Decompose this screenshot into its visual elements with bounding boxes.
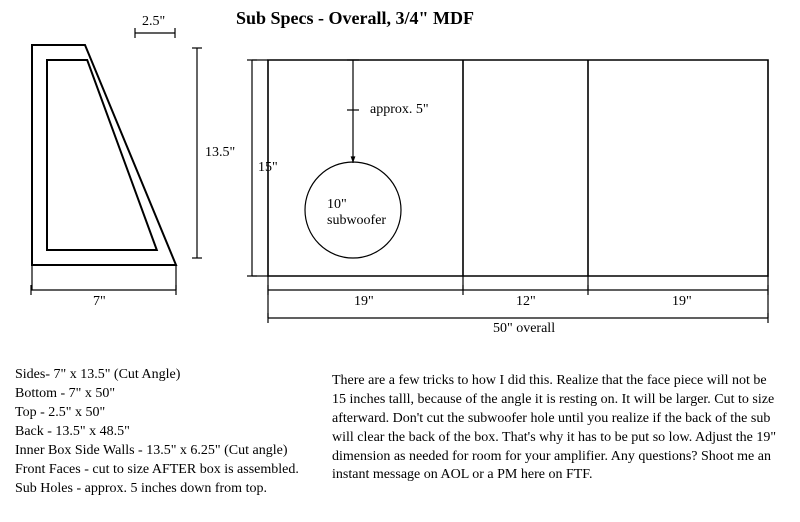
label-bottom-width: 7" <box>93 294 106 310</box>
specs-line: Top - 2.5" x 50" <box>15 403 299 422</box>
specs-line: Inner Box Side Walls - 13.5" x 6.25" (Cu… <box>15 441 299 460</box>
specs-line: Back - 13.5" x 48.5" <box>15 422 299 441</box>
label-panel1: 19" <box>354 294 374 310</box>
specs-line: Sides- 7" x 13.5" (Cut Angle) <box>15 365 299 384</box>
label-panel3: 19" <box>672 294 692 310</box>
instructions-text: There are a few tricks to how I did this… <box>332 372 782 485</box>
label-panel2: 12" <box>516 294 536 310</box>
label-overall: 50" overall <box>493 321 555 337</box>
diagram-canvas: Sub Specs - Overall, 3/4" MDF 2.5" 7" 13… <box>0 0 800 522</box>
label-sub-name: subwoofer <box>327 213 386 229</box>
label-side-height: 13.5" <box>205 145 235 161</box>
label-top-width: 2.5" <box>142 14 165 30</box>
specs-line: Bottom - 7" x 50" <box>15 384 299 403</box>
specs-list: Sides- 7" x 13.5" (Cut Angle)Bottom - 7"… <box>15 365 299 498</box>
label-sub-size: 10" <box>327 197 347 213</box>
label-depth: approx. 5" <box>370 102 429 118</box>
specs-line: Front Faces - cut to size AFTER box is a… <box>15 460 299 479</box>
specs-line: Sub Holes - approx. 5 inches down from t… <box>15 479 299 498</box>
label-front-height: 15" <box>258 160 278 176</box>
